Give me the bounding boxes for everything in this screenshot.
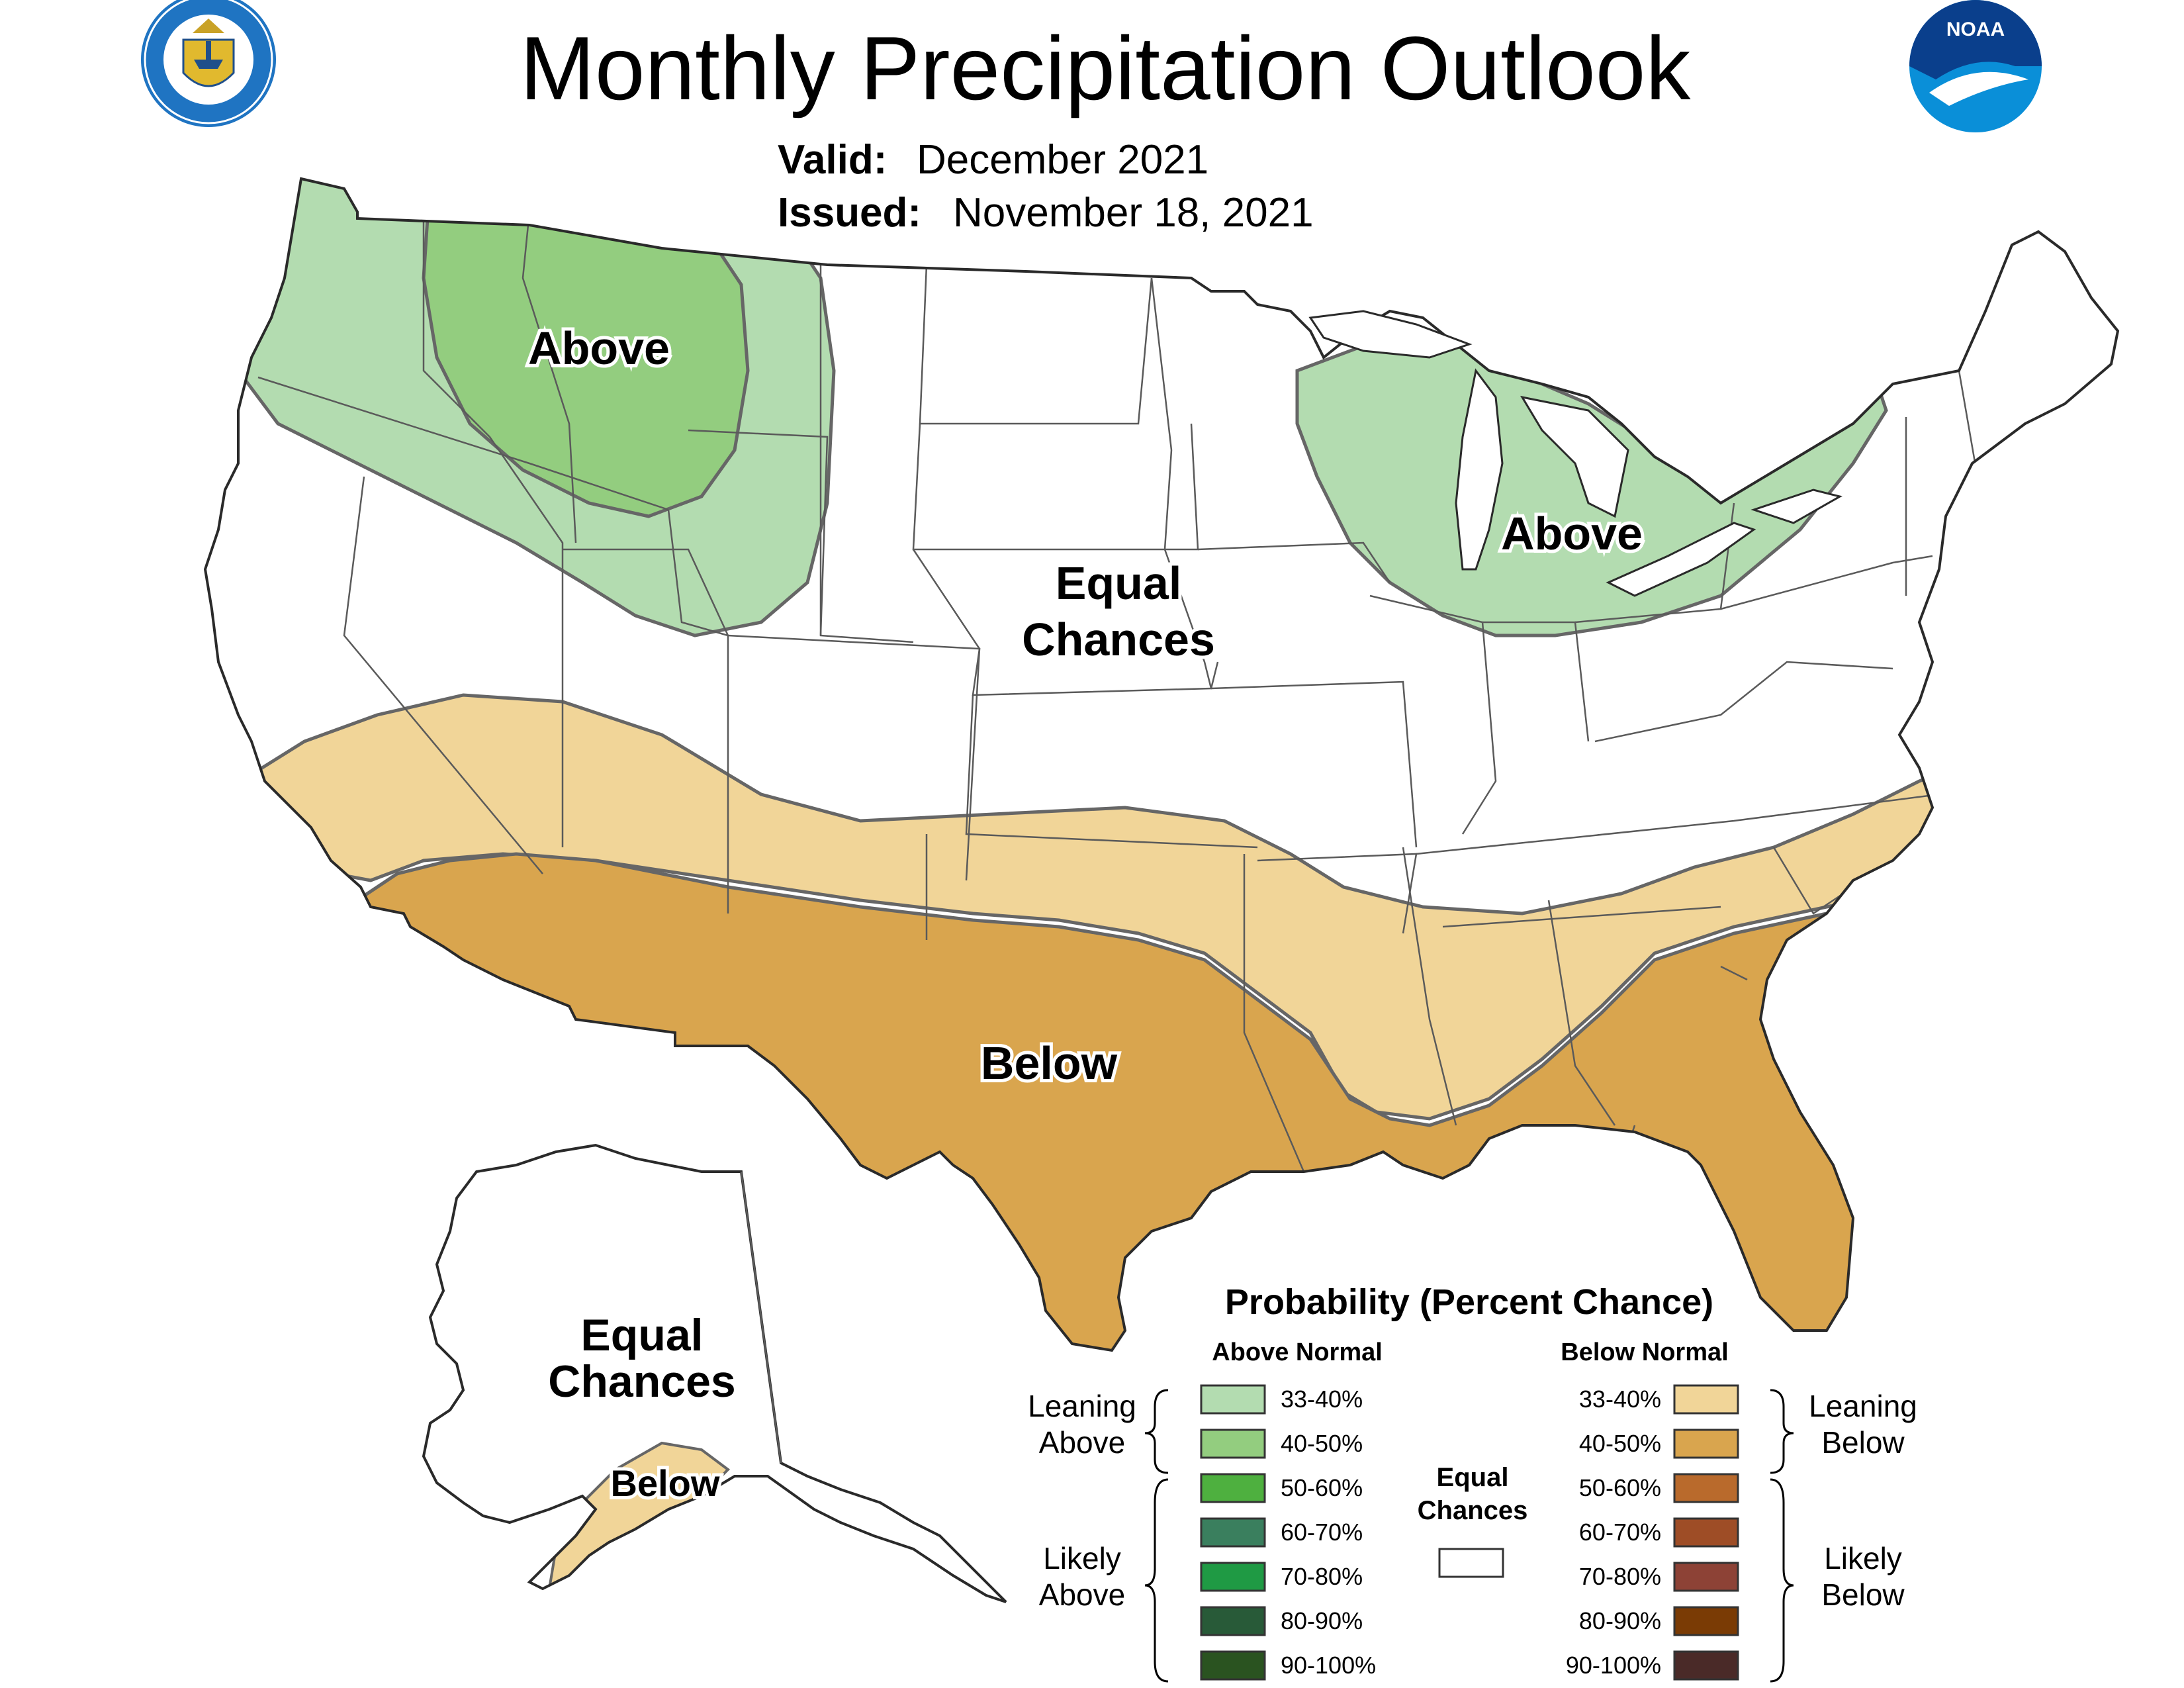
south-below-label: Below bbox=[981, 1037, 1118, 1089]
legend-below-range-label: 50-60% bbox=[1579, 1474, 1661, 1501]
legend-brace-leaning-below bbox=[1770, 1389, 1794, 1474]
legend-below-range-label: 70-80% bbox=[1579, 1563, 1661, 1590]
alaska-chances-label: Chances bbox=[548, 1356, 735, 1407]
legend-above-swatch bbox=[1200, 1606, 1266, 1636]
legend-above-range-label: 80-90% bbox=[1281, 1607, 1363, 1634]
legend-below-range-label: 80-90% bbox=[1579, 1607, 1661, 1634]
legend-leaning-above-line1: Leaning bbox=[1028, 1389, 1136, 1423]
legend-above-swatch bbox=[1200, 1429, 1266, 1459]
legend-likely-below-line1: Likely bbox=[1824, 1541, 1902, 1575]
legend-brace-likely-above bbox=[1144, 1478, 1169, 1683]
legend-below-swatches: 33-40% 40-50% 50-60% 60-70% 70-80% 80-90% 90-1… bbox=[1566, 1384, 1739, 1681]
valid-value: December 2021 bbox=[917, 137, 1208, 183]
legend-above-range-label: 40-50% bbox=[1281, 1430, 1363, 1457]
legend-above-range-label: 90-100% bbox=[1281, 1652, 1376, 1679]
noaa-logo: NOAA bbox=[1909, 0, 2042, 132]
valid-label: Valid: bbox=[778, 137, 887, 183]
legend-below-range-label: 40-50% bbox=[1579, 1430, 1661, 1457]
legend-likely-above-line2: Above bbox=[1039, 1577, 1125, 1612]
noaa-logo-text: NOAA bbox=[1946, 19, 2005, 40]
legend-above-range-label: 33-40% bbox=[1281, 1385, 1363, 1413]
legend-likely-above-line1: Likely bbox=[1043, 1541, 1121, 1575]
page-title: Monthly Precipitation Outlook bbox=[520, 18, 1692, 118]
alaska-below-label: Below bbox=[611, 1462, 720, 1504]
legend-likely-below-line2: Below bbox=[1821, 1577, 1905, 1612]
legend-above-swatch bbox=[1200, 1562, 1266, 1592]
legend-above-swatch bbox=[1200, 1517, 1266, 1548]
nw-above-label: Above bbox=[528, 322, 670, 374]
legend-equal-line1: Equal bbox=[1437, 1463, 1509, 1492]
alaska-equal-label: Equal bbox=[580, 1310, 703, 1360]
legend-above-range-label: 70-80% bbox=[1281, 1563, 1363, 1590]
center-equal-label: Equal bbox=[1056, 557, 1182, 609]
department-of-commerce-seal-logo bbox=[141, 0, 276, 127]
legend-above-swatches: 33-40% 40-50% 50-60% 60-70% 70-80% 80-90% 90-1… bbox=[1200, 1384, 1376, 1681]
legend-leaning-below-line1: Leaning bbox=[1809, 1389, 1917, 1423]
great-lakes-above-label: Above bbox=[1501, 508, 1643, 559]
legend: Probability (Percent Chance) Above Norma… bbox=[1028, 1282, 1917, 1683]
great-lakes bbox=[1308, 310, 1843, 597]
legend-below-swatch bbox=[1673, 1650, 1739, 1681]
legend-above-header: Above Normal bbox=[1212, 1338, 1383, 1366]
legend-below-swatch bbox=[1673, 1384, 1739, 1415]
legend-leaning-below-line2: Below bbox=[1821, 1425, 1905, 1460]
state-boundaries bbox=[257, 205, 1987, 1172]
legend-brace-likely-below bbox=[1770, 1478, 1794, 1683]
legend-below-swatch bbox=[1673, 1429, 1739, 1459]
legend-above-swatch bbox=[1200, 1650, 1266, 1681]
legend-below-swatch bbox=[1673, 1606, 1739, 1636]
legend-above-swatch bbox=[1200, 1384, 1266, 1415]
legend-title: Probability (Percent Chance) bbox=[1225, 1282, 1713, 1322]
legend-brace-leaning-above bbox=[1144, 1389, 1169, 1474]
center-chances-label: Chances bbox=[1022, 614, 1215, 665]
legend-equal-line2: Chances bbox=[1418, 1496, 1528, 1525]
issued-label: Issued: bbox=[778, 190, 921, 236]
legend-below-swatch bbox=[1673, 1473, 1739, 1503]
legend-above-range-label: 50-60% bbox=[1281, 1474, 1363, 1501]
legend-leaning-above-line2: Above bbox=[1039, 1425, 1125, 1460]
legend-below-swatch bbox=[1673, 1517, 1739, 1548]
legend-equal-chances-swatch bbox=[1438, 1548, 1504, 1578]
legend-below-range-label: 90-100% bbox=[1566, 1652, 1661, 1679]
legend-above-range-label: 60-70% bbox=[1281, 1519, 1363, 1546]
legend-above-swatch bbox=[1200, 1473, 1266, 1503]
issued-value: November 18, 2021 bbox=[953, 190, 1314, 236]
legend-below-range-label: 33-40% bbox=[1579, 1385, 1661, 1413]
legend-below-swatch bbox=[1673, 1562, 1739, 1592]
legend-below-range-label: 60-70% bbox=[1579, 1519, 1661, 1546]
legend-below-header: Below Normal bbox=[1561, 1338, 1728, 1366]
